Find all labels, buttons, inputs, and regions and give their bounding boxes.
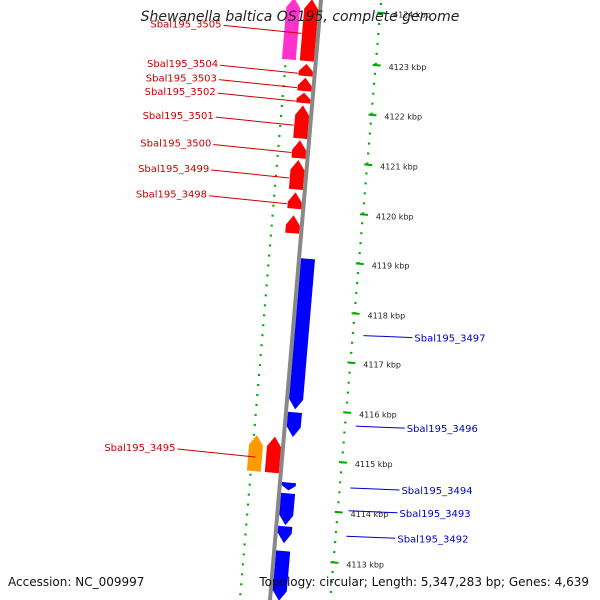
tick-mark bbox=[343, 411, 352, 414]
label-leader bbox=[223, 24, 302, 34]
gene-arrow-sbal195-3491[interactable] bbox=[272, 550, 291, 600]
gene-arrow-sbal195-3505[interactable] bbox=[299, 0, 319, 62]
label-leader bbox=[348, 510, 398, 514]
tick-mark bbox=[372, 63, 381, 67]
gene-label: Sbal195_3494 bbox=[401, 486, 472, 497]
label-leader bbox=[218, 79, 297, 89]
tick-mark bbox=[368, 113, 377, 117]
tick-mark bbox=[364, 163, 373, 167]
tick-mark bbox=[351, 312, 360, 315]
label-leader bbox=[350, 487, 400, 491]
label-leader bbox=[363, 335, 413, 339]
gene-label: Sbal195_3492 bbox=[397, 534, 468, 545]
gene-arrow-sbal195-3500[interactable] bbox=[291, 140, 307, 159]
map-title: Shewanella baltica OS195, complete genom… bbox=[140, 9, 460, 25]
label-leader bbox=[215, 116, 294, 126]
gene-arrow-sbal195-3496[interactable] bbox=[286, 411, 302, 437]
gene-features bbox=[246, 0, 319, 600]
accession-text: Accession: NC_009997 bbox=[8, 575, 145, 589]
gene-arrow-sbal195-3498[interactable] bbox=[287, 192, 302, 210]
tick-label: 4113 kbp bbox=[346, 560, 384, 569]
gene-label: Sbal195_3498 bbox=[136, 190, 207, 201]
label-leader bbox=[211, 169, 290, 179]
tick-label: 4120 kbp bbox=[376, 212, 414, 221]
gene-arrow-sbal195-3501[interactable] bbox=[293, 105, 310, 139]
tick-mark bbox=[334, 510, 343, 514]
gene-label: Sbal195_3503 bbox=[146, 74, 217, 85]
topology-text: Topology: circular; Length: 5,347,283 bp… bbox=[259, 575, 589, 589]
tick-label: 4114 kbp bbox=[351, 510, 389, 519]
tick-mark bbox=[347, 361, 356, 365]
tick-label: 4118 kbp bbox=[367, 311, 405, 320]
gene-arrow-sbal195-3502[interactable] bbox=[296, 92, 311, 104]
gene-label: Sbal195_3499 bbox=[138, 164, 209, 175]
label-leader bbox=[208, 195, 288, 205]
gene-label: Sbal195_3497 bbox=[414, 334, 485, 345]
gene-arrow-sbal195-3504[interactable] bbox=[298, 64, 313, 77]
label-leader bbox=[177, 448, 256, 458]
kbp-ticks: 4124 kbp 4123 kbp 4122 kbp 4121 kbp 4120 kbp… bbox=[330, 11, 431, 569]
dotted-guides bbox=[238, 0, 383, 600]
gene-label: Sbal195_3504 bbox=[147, 59, 218, 70]
label-leader bbox=[213, 143, 292, 153]
gene-arrow-sbal195-3495[interactable] bbox=[264, 436, 281, 474]
tick-label: 4119 kbp bbox=[372, 262, 410, 271]
gene-label: Sbal195_3502 bbox=[145, 87, 216, 98]
tick-mark bbox=[359, 213, 369, 216]
tick-label: 4122 kbp bbox=[384, 113, 422, 122]
gene-arrow-sbal195-3497[interactable] bbox=[289, 258, 315, 410]
gene-arrow-sbal195-3494[interactable] bbox=[281, 482, 296, 491]
gene-arrow-sbal195-3498b[interactable] bbox=[285, 215, 300, 234]
gene-arrow-sbal195-3503[interactable] bbox=[297, 77, 312, 92]
label-leader bbox=[217, 92, 296, 102]
gene-arrow-sbal195-3492[interactable] bbox=[277, 525, 293, 544]
tick-label: 4121 kbp bbox=[380, 163, 418, 172]
gene-label: Sbal195_3496 bbox=[407, 424, 478, 435]
gene-arrow-misc-1[interactable] bbox=[281, 0, 301, 61]
tick-label: 4115 kbp bbox=[355, 460, 393, 469]
tick-label: 4123 kbp bbox=[389, 63, 427, 72]
gene-label: Sbal195_3500 bbox=[140, 138, 211, 149]
dotted-guide-right bbox=[329, 0, 383, 600]
dotted-guide-left bbox=[238, 0, 292, 600]
tick-mark bbox=[377, 11, 386, 15]
gene-arrow-sbal195-3495-r[interactable] bbox=[246, 435, 263, 472]
tick-mark bbox=[355, 262, 364, 266]
label-leader bbox=[346, 535, 396, 539]
gene-label: Sbal195_3493 bbox=[400, 509, 471, 520]
gene-label: Sbal195_3495 bbox=[104, 443, 175, 454]
tick-mark bbox=[330, 561, 339, 564]
tick-mark bbox=[338, 461, 347, 464]
gene-labels: Sbal195_3505 Sbal195_3504 Sbal195_3503 Sbal… bbox=[104, 19, 485, 545]
tick-label: 4117 kbp bbox=[363, 361, 401, 370]
label-leader bbox=[220, 64, 299, 74]
gene-arrow-sbal195-3493[interactable] bbox=[279, 492, 296, 526]
backbone-line bbox=[267, 0, 324, 600]
tick-label: 4124 kbp bbox=[393, 11, 431, 20]
tick-label: 4116 kbp bbox=[359, 410, 397, 419]
gene-label: Sbal195_3505 bbox=[150, 19, 221, 30]
gene-arrow-sbal195-3499[interactable] bbox=[288, 160, 305, 190]
genome-backbone bbox=[267, 0, 324, 600]
gene-label: Sbal195_3501 bbox=[143, 111, 214, 122]
label-leader bbox=[355, 425, 405, 429]
